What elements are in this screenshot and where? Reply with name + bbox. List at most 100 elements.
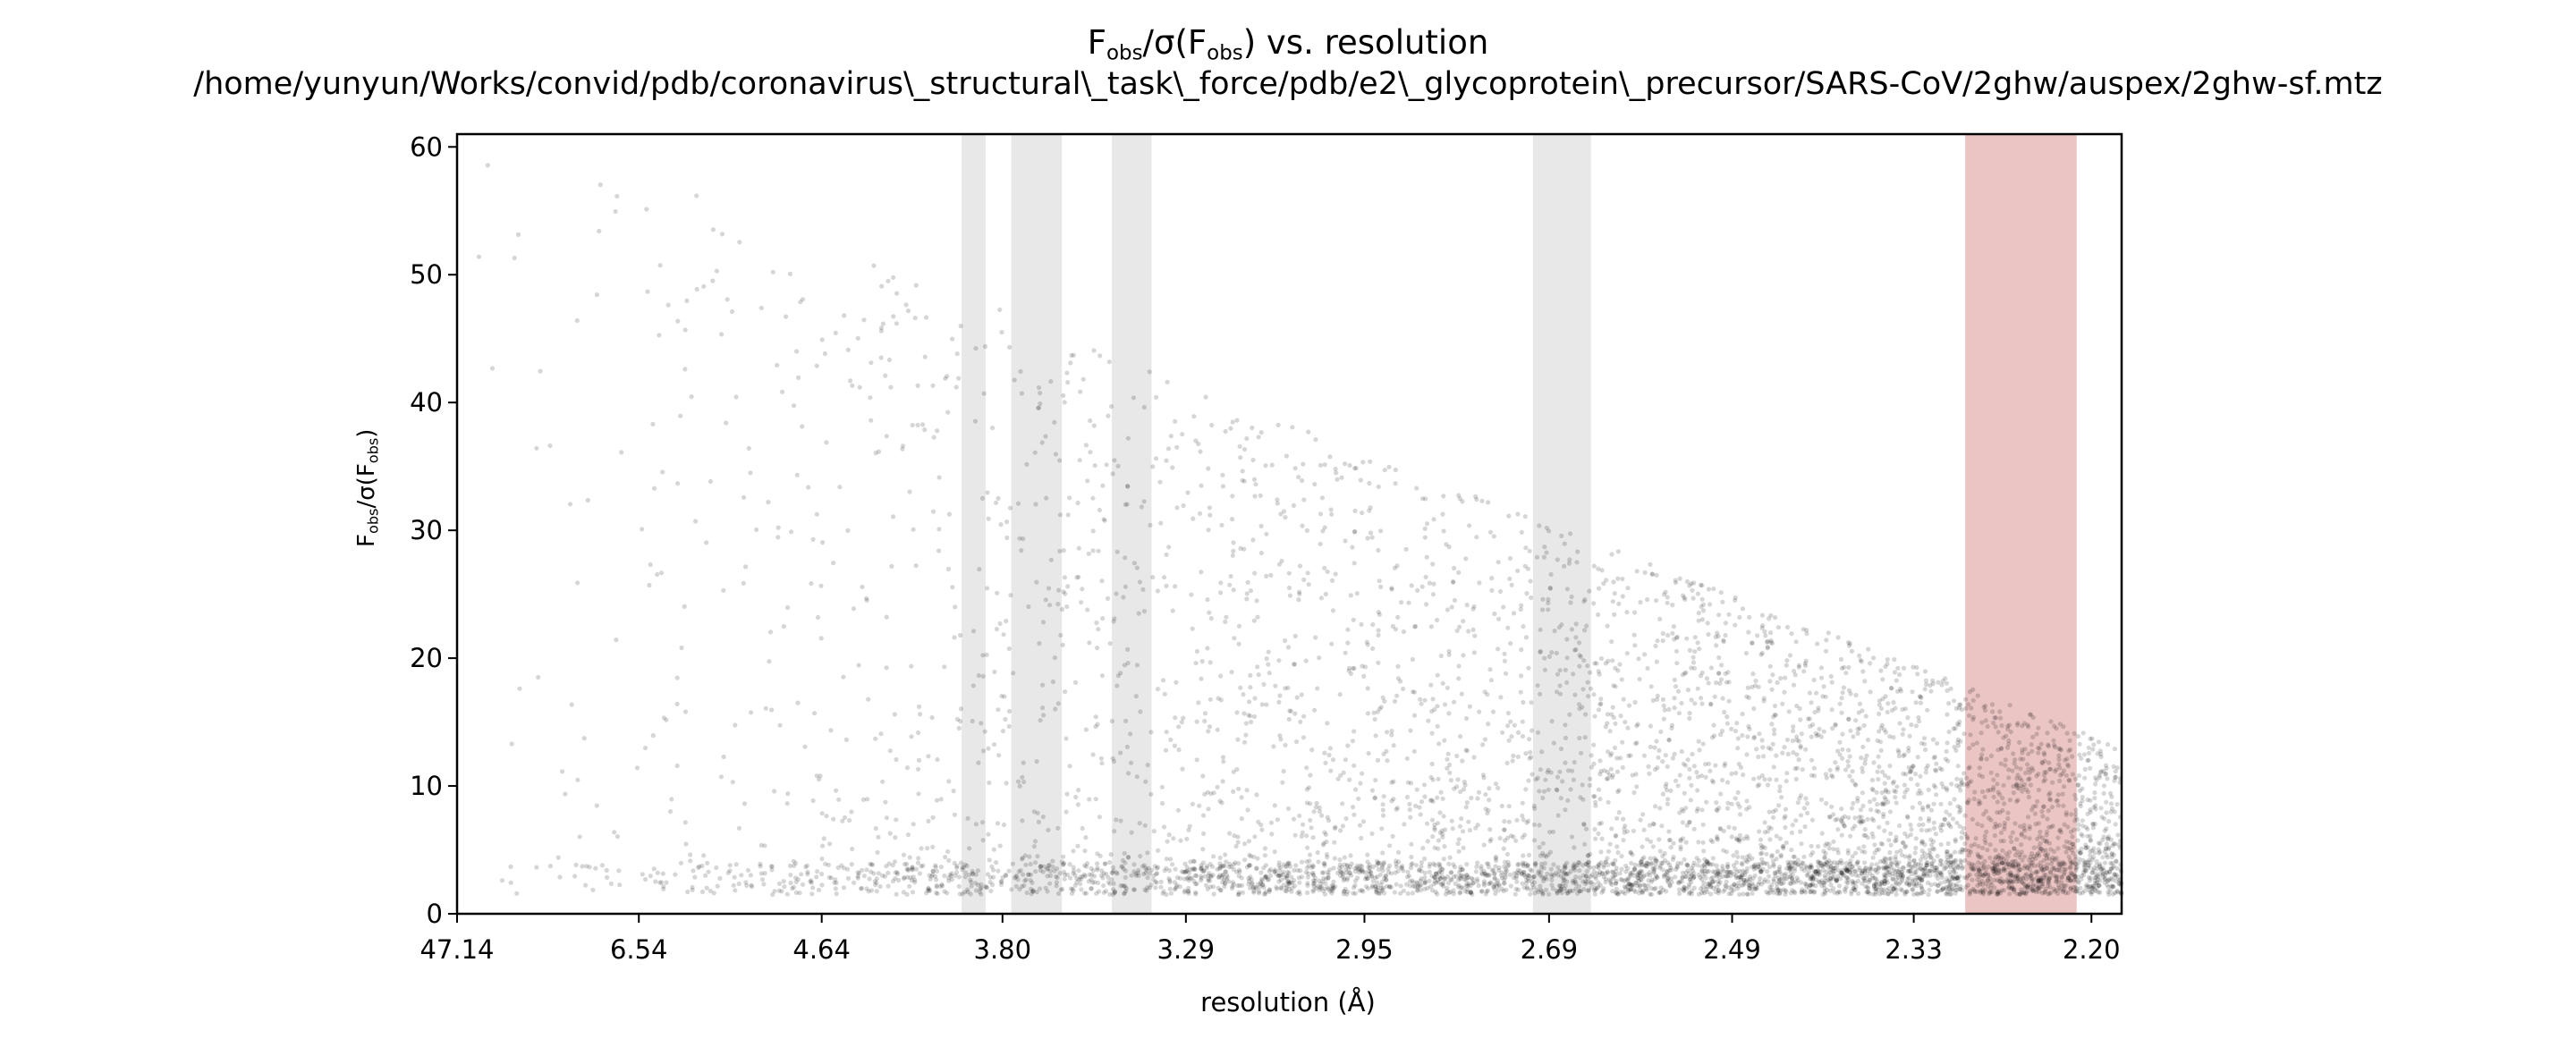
data-point <box>874 889 879 894</box>
data-point <box>1974 889 1979 894</box>
data-point <box>820 843 826 849</box>
data-point <box>1450 578 1456 585</box>
data-point <box>913 563 919 569</box>
shaded-bands <box>962 134 2077 914</box>
data-point <box>1798 743 1803 748</box>
data-point <box>1662 850 1667 857</box>
data-point <box>787 863 793 869</box>
data-point <box>1044 495 1049 501</box>
data-point <box>1560 779 1565 784</box>
data-point <box>1481 879 1487 884</box>
data-point <box>1841 821 1846 826</box>
data-point <box>945 374 950 379</box>
data-point <box>865 797 870 802</box>
data-point <box>810 536 816 542</box>
data-point <box>1284 453 1289 459</box>
data-point <box>1179 720 1184 725</box>
data-point <box>1527 756 1532 761</box>
data-point <box>2097 871 2103 876</box>
data-point <box>861 317 867 323</box>
data-point <box>679 645 684 651</box>
data-point <box>1581 887 1587 892</box>
data-point <box>1538 627 1543 632</box>
data-point <box>2083 845 2089 850</box>
data-point <box>1721 889 1726 894</box>
data-point <box>1753 886 1758 892</box>
data-point <box>1916 861 1921 867</box>
data-point <box>1114 591 1119 596</box>
data-point <box>1405 891 1411 897</box>
data-point <box>2090 883 2096 889</box>
data-point <box>1970 816 1975 823</box>
data-point <box>515 232 521 237</box>
data-point <box>2001 879 2007 884</box>
data-point <box>1792 854 1797 859</box>
data-point <box>1507 576 1513 582</box>
data-point <box>1254 598 1259 604</box>
data-point <box>1229 670 1234 675</box>
data-point <box>1208 791 1214 797</box>
data-point <box>1933 768 1939 773</box>
data-point <box>1247 699 1252 705</box>
data-point <box>909 663 914 669</box>
data-point <box>1230 419 1235 425</box>
data-point <box>2045 883 2050 889</box>
data-point <box>1668 876 1674 882</box>
data-point <box>1772 727 1777 732</box>
data-point <box>1724 849 1729 855</box>
data-point <box>1999 860 2005 865</box>
data-point <box>824 814 829 819</box>
data-point <box>1802 824 1808 830</box>
data-point <box>2023 770 2029 776</box>
data-point <box>1341 770 1346 775</box>
data-point <box>1847 773 1852 779</box>
data-point <box>1721 828 1726 834</box>
data-point <box>1717 872 1723 877</box>
data-point <box>2063 882 2069 888</box>
data-point <box>1436 838 1442 843</box>
data-point <box>1466 881 1471 886</box>
data-point <box>2097 849 2103 855</box>
data-point <box>1102 518 1107 523</box>
data-point <box>1758 869 1764 874</box>
data-point <box>1687 775 1692 781</box>
data-point <box>1811 765 1817 771</box>
data-point <box>1944 680 1949 686</box>
data-point <box>1851 886 1856 891</box>
data-point <box>1823 648 1829 654</box>
data-point <box>1958 883 1963 890</box>
data-point <box>2047 766 2054 772</box>
data-point <box>1430 834 1436 840</box>
data-point <box>1120 882 1125 889</box>
data-point <box>1020 774 1025 781</box>
data-point <box>1244 788 1250 793</box>
data-point <box>1733 595 1738 600</box>
data-point <box>1325 569 1330 575</box>
data-point <box>1991 794 1996 800</box>
data-point <box>1697 646 1702 652</box>
data-point <box>1523 874 1529 880</box>
data-point <box>1609 775 1614 781</box>
data-point <box>1277 733 1283 739</box>
data-point <box>997 843 1003 849</box>
data-point <box>1942 866 1947 872</box>
data-point <box>719 232 725 237</box>
data-point <box>2112 872 2117 878</box>
data-point <box>1665 797 1671 802</box>
data-point <box>1455 777 1461 782</box>
data-point <box>1532 861 1538 866</box>
data-point <box>1101 882 1106 889</box>
data-point <box>775 535 781 540</box>
data-point <box>1038 391 1043 396</box>
data-point <box>1496 883 1502 889</box>
data-point <box>893 835 898 840</box>
data-point <box>1714 863 1719 868</box>
data-point <box>1515 887 1521 892</box>
data-point <box>572 874 578 879</box>
data-point <box>887 748 893 754</box>
data-point <box>1614 865 1619 871</box>
data-point <box>2085 758 2090 764</box>
data-point <box>776 888 782 893</box>
data-point <box>1667 837 1673 843</box>
data-point <box>1464 603 1470 608</box>
